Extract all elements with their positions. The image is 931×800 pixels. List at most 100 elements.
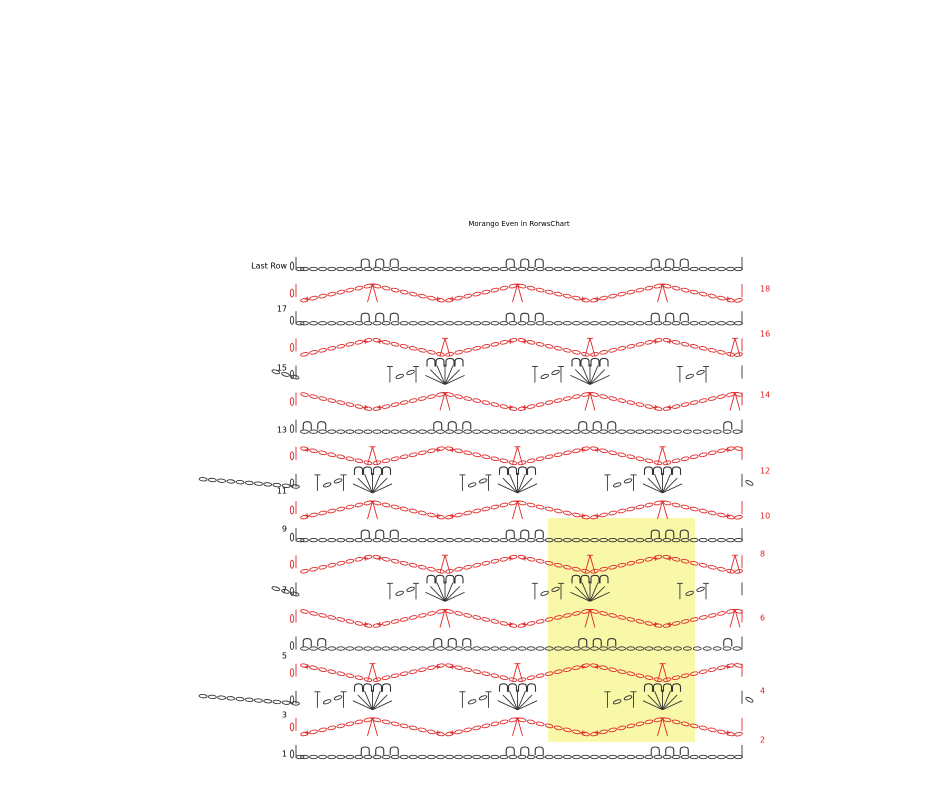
chain-stitch bbox=[490, 721, 500, 727]
stitch-post bbox=[589, 374, 610, 385]
chain-stitch bbox=[626, 754, 636, 760]
chain-stitch bbox=[336, 344, 346, 349]
chain-stitch bbox=[626, 429, 636, 434]
row-label: 3 bbox=[282, 711, 287, 720]
chain-stitch bbox=[535, 266, 545, 272]
chain-stitch bbox=[481, 560, 491, 566]
chain-stitch bbox=[300, 321, 309, 326]
stitch-post bbox=[662, 283, 668, 303]
chain-stitch bbox=[417, 754, 427, 760]
chain-stitch bbox=[544, 537, 554, 543]
stitch-post bbox=[439, 609, 446, 628]
chain-stitch bbox=[526, 646, 536, 651]
chain-stitch bbox=[644, 537, 654, 543]
chain-stitch bbox=[463, 537, 473, 543]
chain-stitch bbox=[327, 398, 337, 403]
chain-stitch bbox=[295, 266, 305, 272]
stitch-post bbox=[517, 700, 538, 711]
chain-stitch bbox=[689, 400, 699, 405]
row-label: 15 bbox=[277, 364, 287, 373]
chain-stitch bbox=[734, 514, 743, 520]
chain-stitch bbox=[623, 478, 633, 484]
picot bbox=[353, 683, 364, 692]
chain-stitch bbox=[481, 537, 491, 543]
stitch-post bbox=[502, 477, 518, 494]
picot bbox=[578, 421, 588, 430]
chain-stitch bbox=[617, 669, 627, 674]
chain-stitch bbox=[680, 321, 690, 326]
stitch-post bbox=[662, 690, 671, 710]
stitch-post bbox=[657, 500, 663, 520]
chain-stitch bbox=[300, 352, 309, 357]
chain-stitch bbox=[481, 400, 491, 405]
chain-stitch bbox=[309, 295, 318, 301]
chain-stitch bbox=[390, 673, 400, 678]
row-label: 7 bbox=[282, 586, 287, 595]
chain-stitch bbox=[535, 321, 545, 326]
chain-stitch bbox=[499, 754, 509, 760]
stitch-post bbox=[364, 474, 373, 494]
chain-stitch bbox=[553, 725, 563, 731]
chain-stitch bbox=[336, 671, 346, 676]
chain-stitch bbox=[608, 321, 618, 326]
stitch-post bbox=[372, 283, 378, 303]
chain-stitch bbox=[289, 288, 295, 298]
chain-stitch bbox=[707, 293, 717, 299]
chain-stitch bbox=[289, 261, 295, 271]
picot bbox=[517, 466, 528, 475]
chain-stitch bbox=[454, 566, 463, 572]
chain-stitch bbox=[426, 321, 436, 326]
chain-stitch bbox=[608, 510, 618, 516]
stitch-post bbox=[429, 586, 446, 602]
chain-stitch bbox=[481, 671, 491, 676]
chain-stitch bbox=[463, 727, 473, 733]
chain-stitch bbox=[499, 646, 509, 651]
stitch-symbols bbox=[198, 257, 754, 760]
chain-stitch bbox=[381, 429, 391, 434]
chain-stitch bbox=[481, 506, 491, 512]
chain-stitch bbox=[562, 754, 572, 760]
chain-stitch bbox=[517, 429, 527, 434]
stitch-post bbox=[372, 690, 381, 710]
chain-stitch bbox=[381, 646, 391, 651]
chain-stitch bbox=[381, 719, 391, 725]
chain-stitch bbox=[696, 586, 705, 592]
chain-stitch bbox=[463, 293, 473, 299]
chain-stitch bbox=[698, 266, 708, 272]
chain-stitch bbox=[290, 374, 300, 380]
chain-stitch bbox=[635, 673, 645, 678]
chain-stitch bbox=[289, 505, 295, 515]
chain-stitch bbox=[289, 722, 295, 732]
chain-stitch bbox=[481, 266, 491, 272]
stitch-post bbox=[517, 474, 526, 494]
row-label: 14 bbox=[760, 391, 770, 400]
chain-stitch bbox=[333, 478, 343, 484]
chain-stitch bbox=[318, 667, 328, 672]
stitch-post bbox=[429, 369, 446, 385]
chain-stitch bbox=[671, 404, 681, 409]
chain-stitch bbox=[354, 537, 364, 543]
chain-stitch bbox=[499, 621, 509, 626]
chain-stitch bbox=[445, 537, 454, 543]
chain-stitch bbox=[617, 346, 627, 351]
row-label: 12 bbox=[760, 467, 770, 476]
row-label: 9 bbox=[282, 525, 287, 534]
chain-stitch bbox=[635, 754, 645, 760]
chain-stitch bbox=[309, 537, 319, 543]
chain-stitch bbox=[300, 266, 309, 272]
stitch-post bbox=[512, 717, 518, 737]
picot bbox=[665, 312, 675, 322]
chain-stitch bbox=[281, 588, 290, 594]
chain-stitch bbox=[390, 266, 400, 272]
chain-stitch bbox=[318, 564, 328, 570]
chain-stitch bbox=[689, 754, 699, 760]
chain-stitch bbox=[395, 373, 404, 380]
chain-stitch bbox=[336, 754, 346, 760]
chain-stitch bbox=[626, 400, 636, 405]
chain-stitch bbox=[571, 429, 581, 434]
chain-stitch bbox=[354, 429, 364, 434]
picot bbox=[454, 357, 464, 367]
chain-stitch bbox=[544, 754, 554, 760]
chain-stitch bbox=[490, 754, 500, 760]
chain-stitch bbox=[734, 569, 743, 574]
